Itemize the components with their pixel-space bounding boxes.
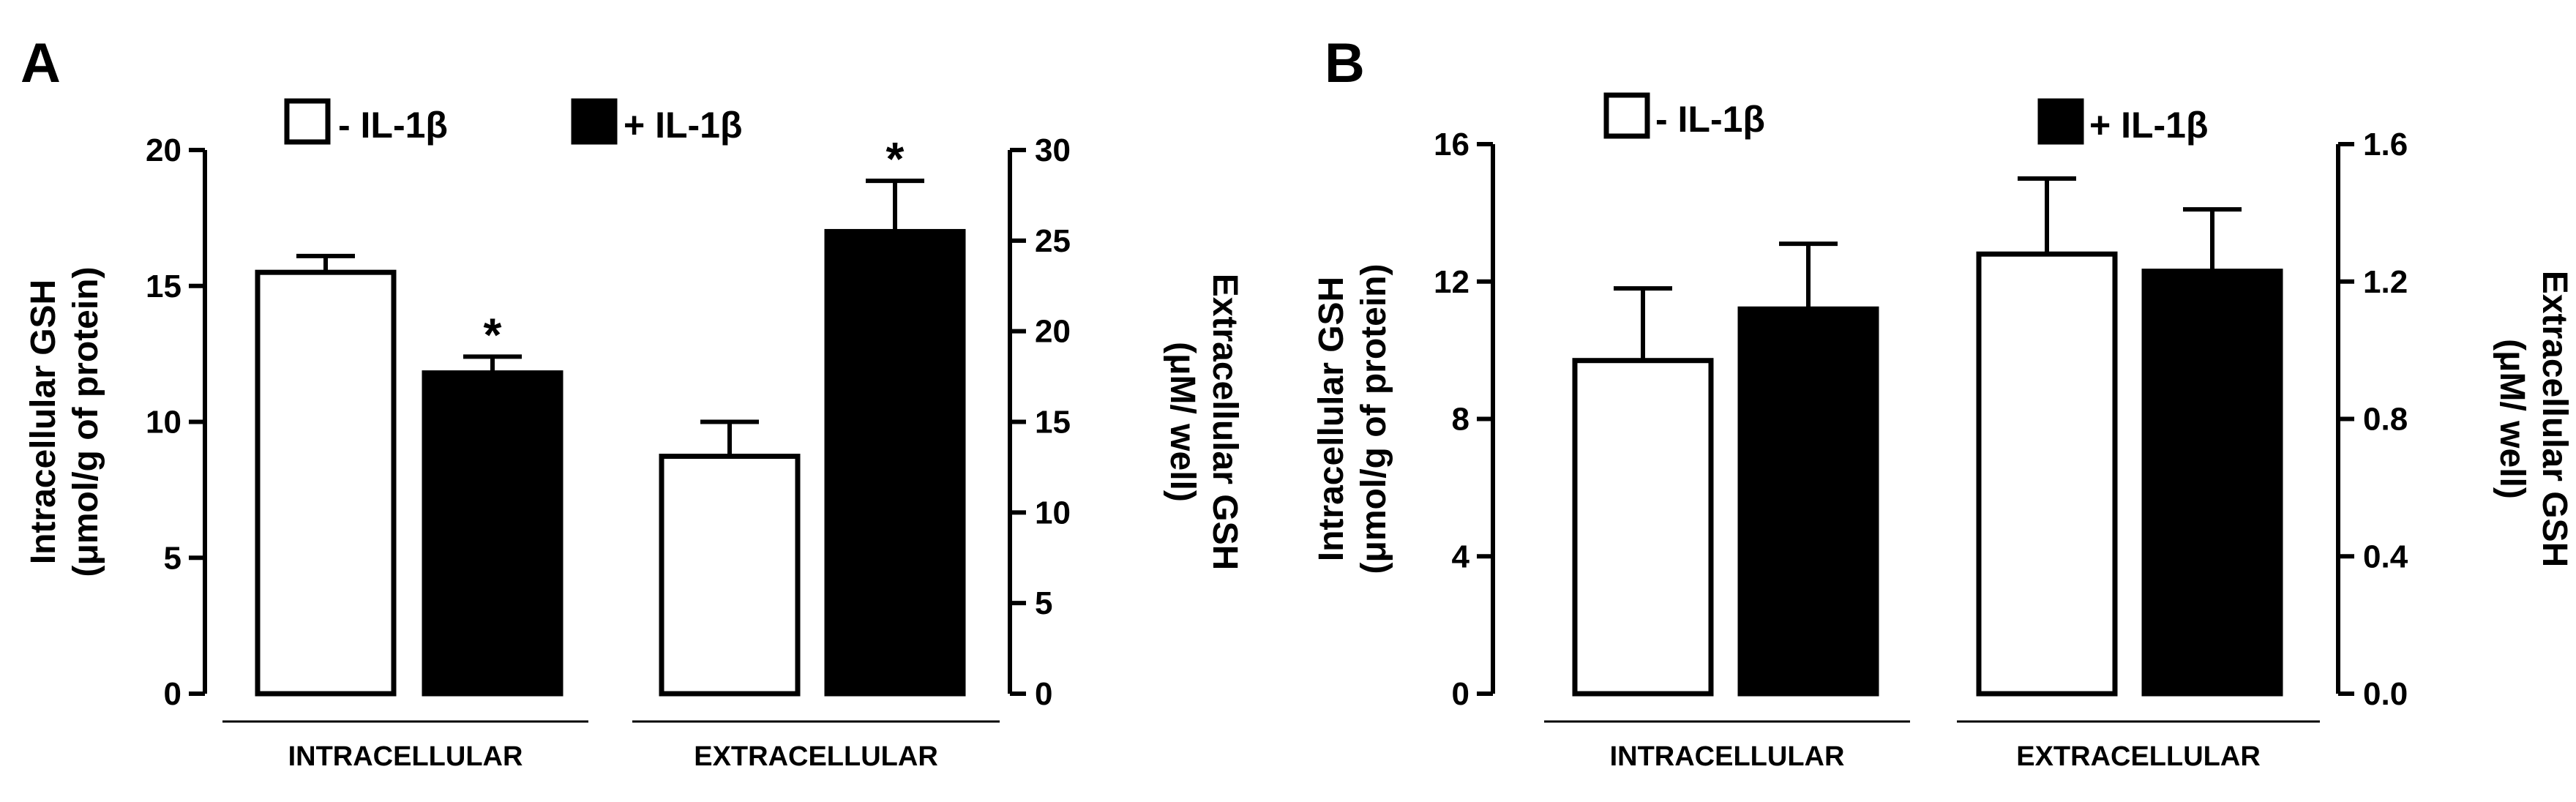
- panel-b: B - IL-1β + IL-1β 0 4 8 12 16 0.0 0.4 0.8 1.2 1.6 Int…: [1312, 32, 2574, 772]
- panel-letter: A: [20, 32, 61, 94]
- group-label: EXTRACELLULAR: [694, 741, 938, 772]
- left-tick-label: 8: [1452, 402, 1469, 438]
- bar: [659, 454, 801, 697]
- legend-swatch-0: [284, 98, 331, 145]
- left-tick-label: 5: [164, 540, 181, 576]
- bar: [1976, 251, 2118, 697]
- left-axis-title-line2: (μmol/g of protein): [1355, 264, 1393, 574]
- right-tick-label: 25: [1035, 223, 1071, 259]
- legend-label-1: + IL-1β: [2089, 105, 2209, 146]
- left-axis-title-line1: Intracellular GSH: [24, 280, 63, 564]
- right-tick-label: 0.4: [2363, 539, 2408, 574]
- right-axis-title-line2: (μM/ well): [1163, 342, 1202, 502]
- right-tick-label: 0.0: [2363, 676, 2408, 712]
- legend-swatch-1: [2037, 98, 2084, 145]
- left-tick-label: 16: [1434, 127, 1469, 162]
- bar: [1572, 358, 1714, 697]
- group-label: EXTRACELLULAR: [2016, 741, 2261, 772]
- left-tick-label: 0: [164, 676, 181, 712]
- panel-a: A - IL-1β + IL-1β 0 5 10 15 20 0 5 10 15 20 25 30 Intra…: [20, 32, 1244, 772]
- left-axis-title: Intracellular GSH (μmol/g of protein): [24, 267, 105, 577]
- legend-label-0: - IL-1β: [338, 105, 448, 146]
- bar: [255, 269, 397, 697]
- right-tick-label: 30: [1035, 132, 1071, 168]
- right-axis-title: Extracellular GSH(μM/ well): [1163, 274, 1244, 571]
- right-axis-title-line1: Extracellular GSH: [2535, 271, 2574, 568]
- bar: [422, 370, 564, 697]
- right-tick-label: 0: [1035, 676, 1052, 712]
- significance-star: *: [484, 308, 502, 361]
- left-tick-label: 4: [1452, 539, 1470, 574]
- right-tick-label: 20: [1035, 314, 1071, 350]
- right-tick-label: 1.6: [2363, 127, 2408, 162]
- significance-star: *: [886, 132, 905, 185]
- right-tick-label: 10: [1035, 495, 1071, 531]
- left-tick-label: 12: [1434, 264, 1469, 300]
- legend-label-1: + IL-1β: [624, 105, 743, 146]
- right-axis-title: Extracellular GSH(μM/ well): [2493, 271, 2574, 568]
- left-axis-title-line2: (μmol/g of protein): [67, 267, 105, 577]
- right-axis-title-line2: (μM/ well): [2493, 339, 2531, 499]
- left-tick-label: 15: [146, 269, 181, 304]
- right-tick-label: 5: [1035, 585, 1052, 621]
- left-tick-label: 0: [1452, 676, 1469, 712]
- bar: [824, 228, 966, 697]
- right-axis-title-line1: Extracellular GSH: [1205, 274, 1244, 571]
- panel-letter: B: [1325, 32, 1365, 94]
- legend-swatch-0: [1603, 92, 1650, 139]
- group-label: INTRACELLULAR: [288, 741, 523, 772]
- left-axis-title-line1: Intracellular GSH: [1312, 277, 1351, 561]
- right-tick-label: 0.8: [2363, 402, 2408, 438]
- right-tick-label: 15: [1035, 405, 1071, 441]
- group-label: INTRACELLULAR: [1610, 741, 1845, 772]
- bar: [1737, 306, 1879, 697]
- left-tick-label: 20: [146, 132, 181, 168]
- legend-label-0: - IL-1β: [1655, 99, 1765, 140]
- legend-swatch-1: [571, 98, 618, 145]
- left-axis-title: Intracellular GSH (μmol/g of protein): [1312, 264, 1393, 574]
- right-tick-label: 1.2: [2363, 264, 2408, 300]
- left-tick-label: 10: [146, 405, 181, 441]
- bar: [2141, 269, 2283, 697]
